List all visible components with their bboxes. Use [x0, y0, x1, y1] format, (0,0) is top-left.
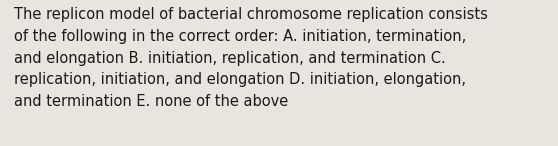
- Text: The replicon model of bacterial chromosome replication consists
of the following: The replicon model of bacterial chromoso…: [14, 7, 488, 109]
